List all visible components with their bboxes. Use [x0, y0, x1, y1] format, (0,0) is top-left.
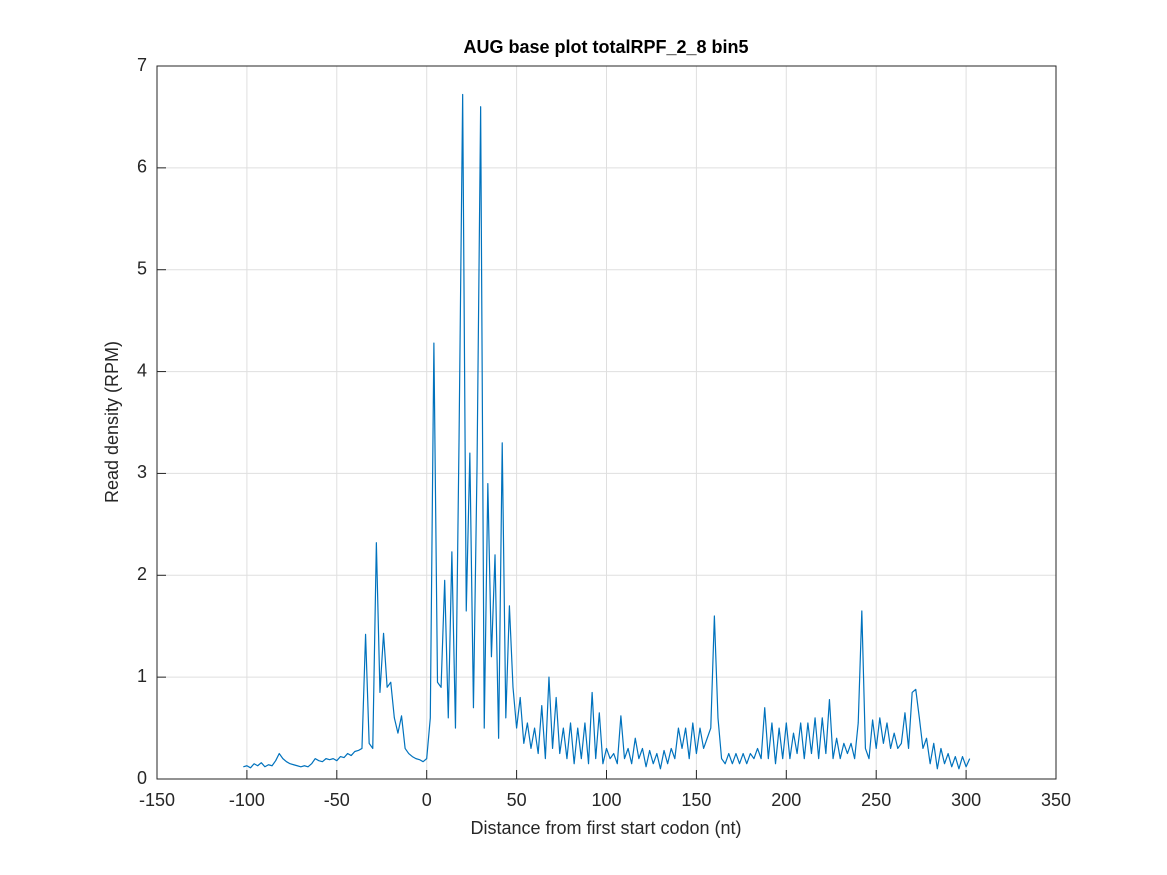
y-tick-label: 2 [137, 564, 147, 584]
x-tick-label: 300 [951, 790, 981, 810]
x-tick-label: 350 [1041, 790, 1071, 810]
y-tick-label: 3 [137, 462, 147, 482]
chart-title: AUG base plot totalRPF_2_8 bin5 [463, 37, 748, 57]
x-tick-label: 0 [422, 790, 432, 810]
x-tick-label: 250 [861, 790, 891, 810]
data-line [243, 93, 971, 770]
plot-area [243, 93, 971, 770]
y-tick-label: 1 [137, 666, 147, 686]
y-tick-label: 6 [137, 157, 147, 177]
y-tick-label: 0 [137, 768, 147, 788]
x-axis-label: Distance from first start codon (nt) [470, 818, 741, 838]
y-tick-label: 4 [137, 360, 147, 380]
y-tick-label: 7 [137, 55, 147, 75]
x-tick-label: 200 [771, 790, 801, 810]
x-tick-label: 150 [681, 790, 711, 810]
x-tick-label: 50 [507, 790, 527, 810]
x-tick-label: 100 [591, 790, 621, 810]
y-axis-label: Read density (RPM) [102, 341, 122, 503]
y-tick-label: 5 [137, 258, 147, 278]
x-tick-label: -150 [139, 790, 175, 810]
x-tick-label: -50 [324, 790, 350, 810]
x-tick-label: -100 [229, 790, 265, 810]
